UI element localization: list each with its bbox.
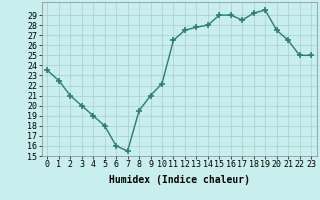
X-axis label: Humidex (Indice chaleur): Humidex (Indice chaleur) bbox=[109, 175, 250, 185]
